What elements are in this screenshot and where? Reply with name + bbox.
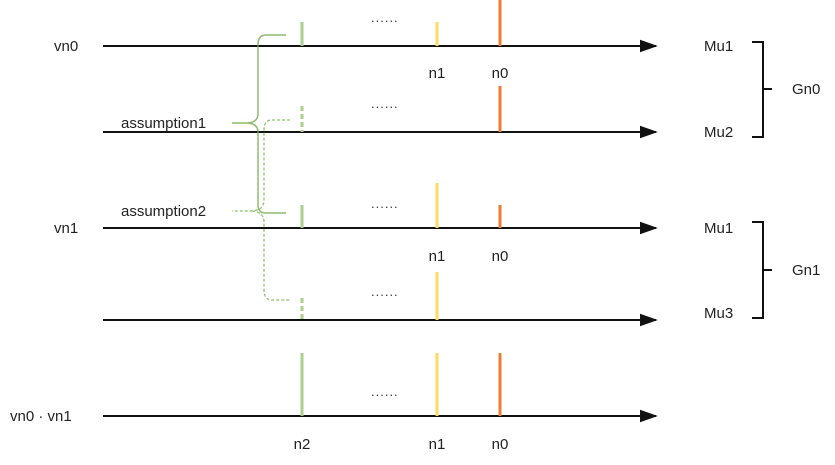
group-gn0: Gn0: [752, 41, 820, 138]
row-label: vn0: [54, 38, 78, 55]
marker-label-n0: n0: [492, 436, 509, 453]
marker-label-n1: n1: [429, 436, 446, 453]
row-vn1-mu1: vn1 ...... n1 n0 Mu1: [54, 183, 733, 265]
assumption-label: assumption1: [121, 115, 206, 132]
row-label: vn1: [54, 220, 78, 237]
marker-label-n2: n2: [294, 436, 311, 453]
marker-label-n1: n1: [429, 65, 446, 82]
row-vn0-vn1: vn0 · vn1 ...... n2 n1 n0: [10, 353, 658, 453]
assumption-label: assumption2: [121, 203, 206, 220]
marker-label-n1: n1: [429, 248, 446, 265]
right-label: Mu2: [704, 124, 733, 141]
row-label: vn0 · vn1: [10, 408, 72, 425]
right-label: Mu1: [704, 38, 733, 55]
row-vn0-mu1: vn0 ...... n1 n0 Mu1: [54, 0, 733, 82]
marker-label-n0: n0: [492, 248, 509, 265]
assumption-brace: [232, 34, 286, 214]
group-bracket: [752, 221, 772, 319]
assumption-2: assumption2: [121, 119, 290, 301]
ellipsis: ......: [371, 96, 399, 111]
assumption-brace: [232, 119, 290, 301]
group-label: Gn0: [792, 81, 820, 98]
group-label: Gn1: [792, 262, 820, 279]
ellipsis: ......: [371, 284, 399, 299]
row-mu2: ...... Mu2: [103, 86, 733, 141]
assumption-1: assumption1: [121, 34, 286, 214]
ellipsis: ......: [371, 196, 399, 211]
row-mu3: ...... Mu3: [103, 272, 733, 327]
ellipsis: ......: [371, 10, 399, 25]
marker-label-n0: n0: [492, 65, 509, 82]
right-label: Mu1: [704, 220, 733, 237]
group-gn1: Gn1: [752, 221, 820, 319]
ellipsis: ......: [371, 384, 399, 399]
group-bracket: [752, 41, 772, 138]
right-label: Mu3: [704, 305, 733, 322]
